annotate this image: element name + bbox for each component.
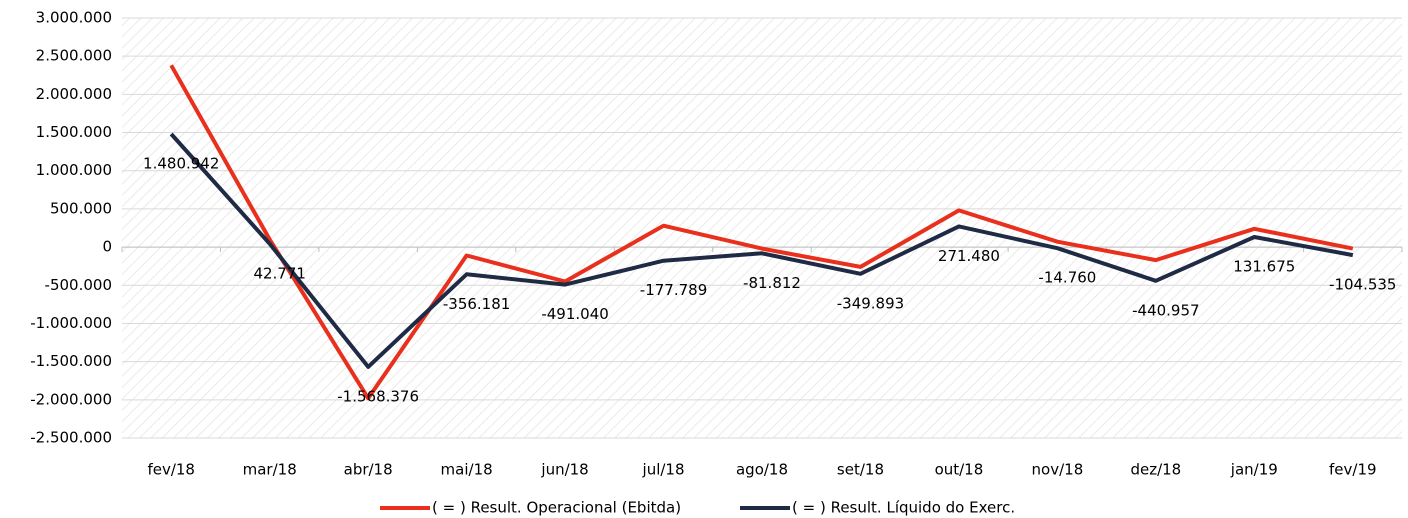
y-tick-label: -1.000.000 xyxy=(30,314,112,332)
y-tick-label: 2.000.000 xyxy=(36,85,112,103)
y-tick-label: 1.500.000 xyxy=(36,123,112,141)
x-tick-label: fev/18 xyxy=(147,461,195,479)
data-label: 1.480.942 xyxy=(143,155,219,173)
y-tick-label: 3.000.000 xyxy=(36,9,112,27)
data-label: -356.181 xyxy=(443,295,510,313)
y-tick-label: -2.500.000 xyxy=(30,429,112,447)
data-label: -104.535 xyxy=(1329,276,1396,294)
data-label: 271.480 xyxy=(938,247,1000,265)
x-tick-label: mai/18 xyxy=(441,461,493,479)
y-tick-label: 500.000 xyxy=(50,199,112,217)
y-tick-label: 2.500.000 xyxy=(36,47,112,65)
x-tick-label: fev/19 xyxy=(1329,461,1377,479)
series-line xyxy=(169,132,1354,369)
data-label: -177.789 xyxy=(640,281,707,299)
x-tick-label: jun/18 xyxy=(540,461,588,479)
x-tick-label: jul/18 xyxy=(642,461,685,479)
y-tick-label: 0 xyxy=(102,238,112,256)
data-label: -81.812 xyxy=(743,274,801,292)
data-label: -349.893 xyxy=(837,294,904,312)
data-label: -14.760 xyxy=(1038,269,1096,287)
x-tick-label: abr/18 xyxy=(344,461,393,479)
x-tick-label: set/18 xyxy=(837,461,884,479)
y-tick-label: -500.000 xyxy=(45,276,112,294)
y-tick-label: -2.000.000 xyxy=(30,390,112,408)
x-tick-label: out/18 xyxy=(935,461,984,479)
x-tick-label: dez/18 xyxy=(1130,461,1181,479)
data-label: 42.771 xyxy=(253,264,306,282)
x-tick-label: jan/19 xyxy=(1230,461,1278,479)
x-tick-label: nov/18 xyxy=(1032,461,1084,479)
y-tick-label: -1.500.000 xyxy=(30,352,112,370)
legend-label: ( = ) Result. Líquido do Exerc. xyxy=(792,499,1015,517)
data-label: 131.675 xyxy=(1233,258,1295,276)
y-tick-label: 1.000.000 xyxy=(36,161,112,179)
data-label: -1.568.376 xyxy=(337,387,419,405)
series-line xyxy=(169,64,1354,401)
data-label: -440.957 xyxy=(1132,301,1199,319)
x-tick-label: mar/18 xyxy=(243,461,297,479)
legend-label: ( = ) Result. Operacional (Ebitda) xyxy=(432,499,681,517)
x-tick-label: ago/18 xyxy=(736,461,788,479)
data-label: -491.040 xyxy=(541,305,608,323)
plot-background xyxy=(122,18,1402,438)
